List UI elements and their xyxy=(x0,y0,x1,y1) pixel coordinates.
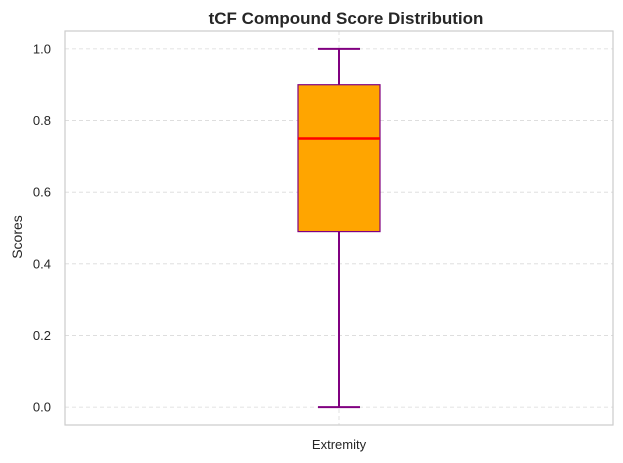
plot-frame xyxy=(64,30,614,426)
y-tick-label: 0.6 xyxy=(33,185,51,200)
chart-title: tCF Compound Score Distribution xyxy=(209,9,484,28)
y-tick-label: 0.0 xyxy=(33,400,51,415)
x-tick-label: Extremity xyxy=(312,437,367,452)
y-tick-label: 1.0 xyxy=(33,41,51,56)
y-tick-label: 0.2 xyxy=(33,328,51,343)
y-tick-label: 0.8 xyxy=(33,113,51,128)
y-tick-label: 0.4 xyxy=(33,256,51,271)
y-axis-label: Scores xyxy=(9,215,25,259)
box-iqr xyxy=(297,84,381,233)
axis-layer: 0.0 0.2 0.4 0.6 0.8 1.0 Extremity xyxy=(33,30,614,452)
plot-layer xyxy=(297,47,381,409)
